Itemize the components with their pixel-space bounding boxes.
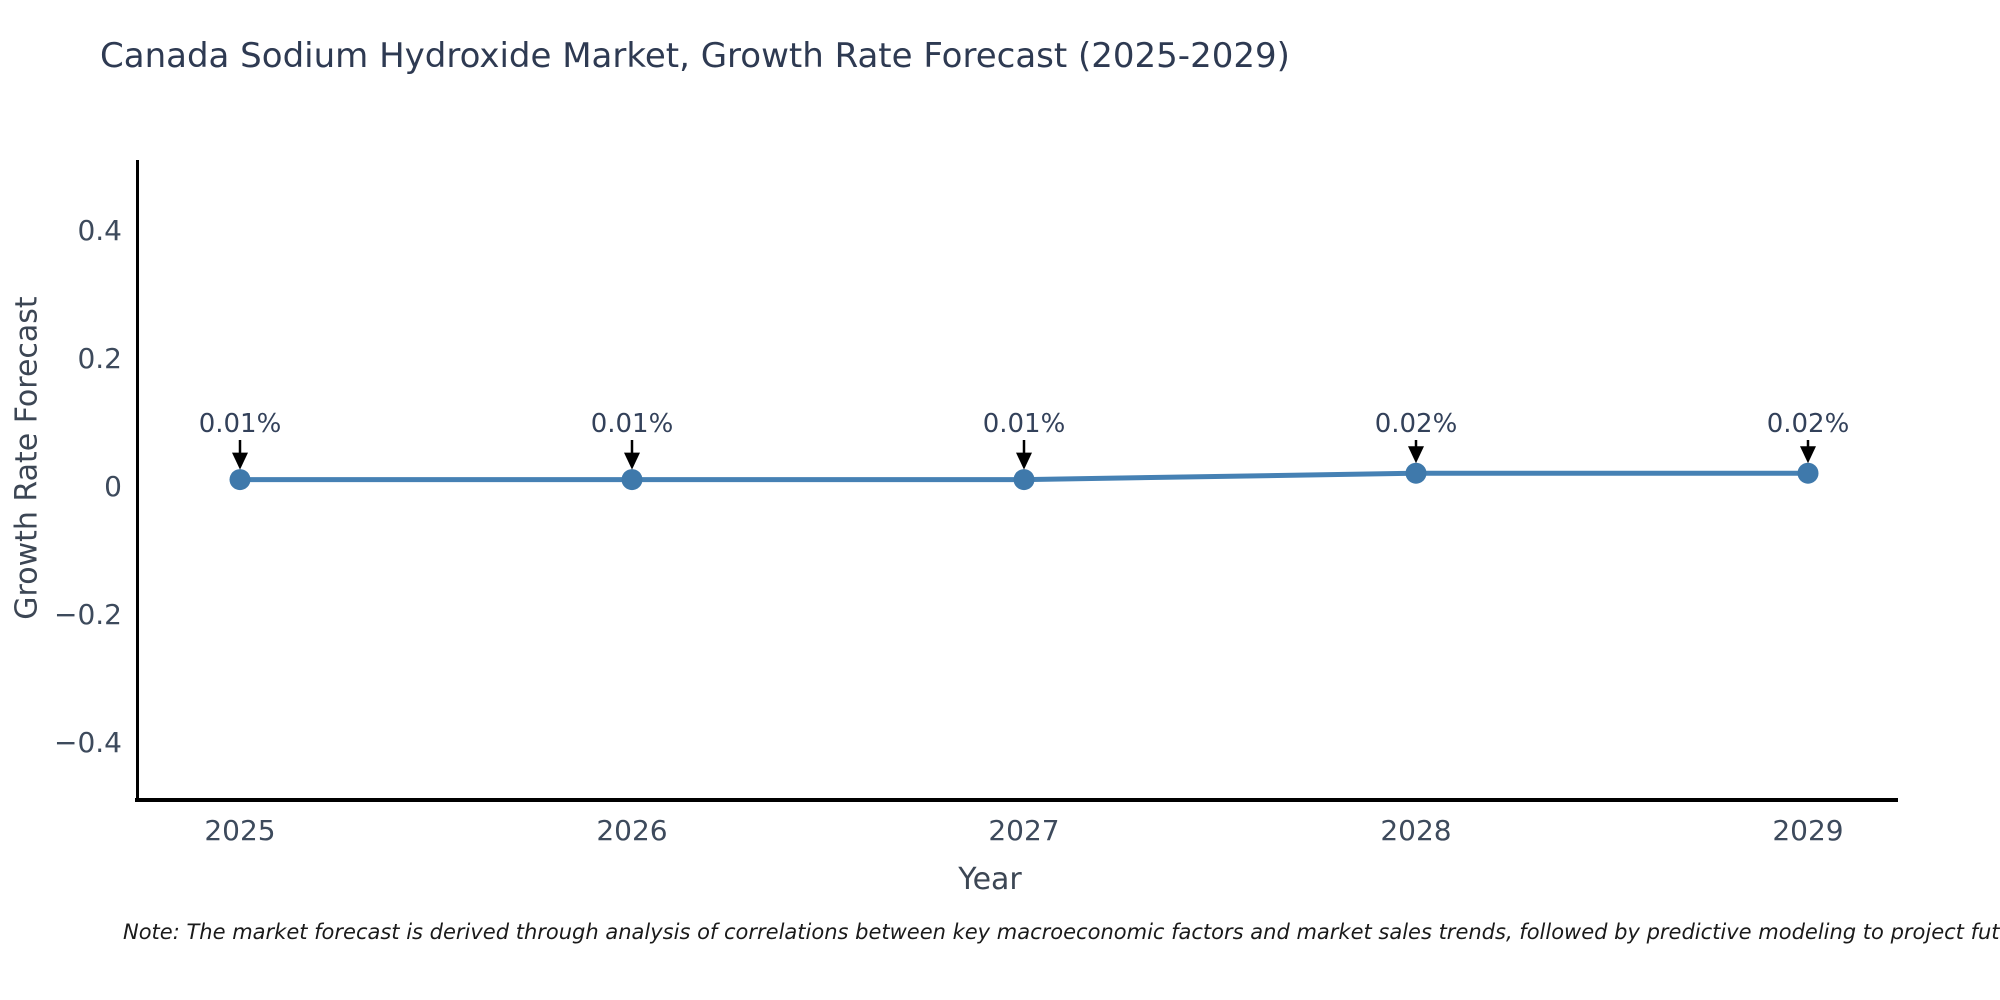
point-value-annotation: 0.02% bbox=[1767, 409, 1850, 439]
annotation-arrow-head bbox=[232, 452, 248, 470]
footnote-text: Note: The market forecast is derived thr… bbox=[123, 920, 2000, 944]
y-tick-label: −0.4 bbox=[54, 726, 122, 759]
annotation-arrow-head bbox=[1016, 452, 1032, 470]
y-tick-label: −0.2 bbox=[54, 598, 122, 631]
data-point-marker bbox=[1013, 469, 1035, 491]
point-value-annotation: 0.01% bbox=[591, 409, 674, 439]
annotation-arrow-head bbox=[1800, 446, 1816, 464]
point-value-annotation: 0.01% bbox=[199, 409, 282, 439]
y-tick-label: 0.2 bbox=[77, 342, 122, 375]
data-point-marker bbox=[1797, 462, 1819, 484]
y-tick-label: 0.4 bbox=[77, 214, 122, 247]
data-point-marker bbox=[1405, 462, 1427, 484]
chart-title: Canada Sodium Hydroxide Market, Growth R… bbox=[100, 36, 1290, 76]
x-tick-label: 2025 bbox=[204, 814, 275, 847]
y-tick-label: 0 bbox=[104, 470, 122, 503]
annotation-arrow-head bbox=[624, 452, 640, 470]
x-tick-label: 2027 bbox=[988, 814, 1059, 847]
point-value-annotation: 0.01% bbox=[983, 409, 1066, 439]
data-point-marker bbox=[621, 469, 643, 491]
x-tick-label: 2029 bbox=[1772, 814, 1843, 847]
annotation-arrow-head bbox=[1408, 446, 1424, 464]
point-value-annotation: 0.02% bbox=[1375, 409, 1458, 439]
x-axis-title: Year bbox=[958, 862, 1022, 897]
x-tick-label: 2026 bbox=[596, 814, 667, 847]
x-tick-label: 2028 bbox=[1380, 814, 1451, 847]
data-point-marker bbox=[229, 469, 251, 491]
